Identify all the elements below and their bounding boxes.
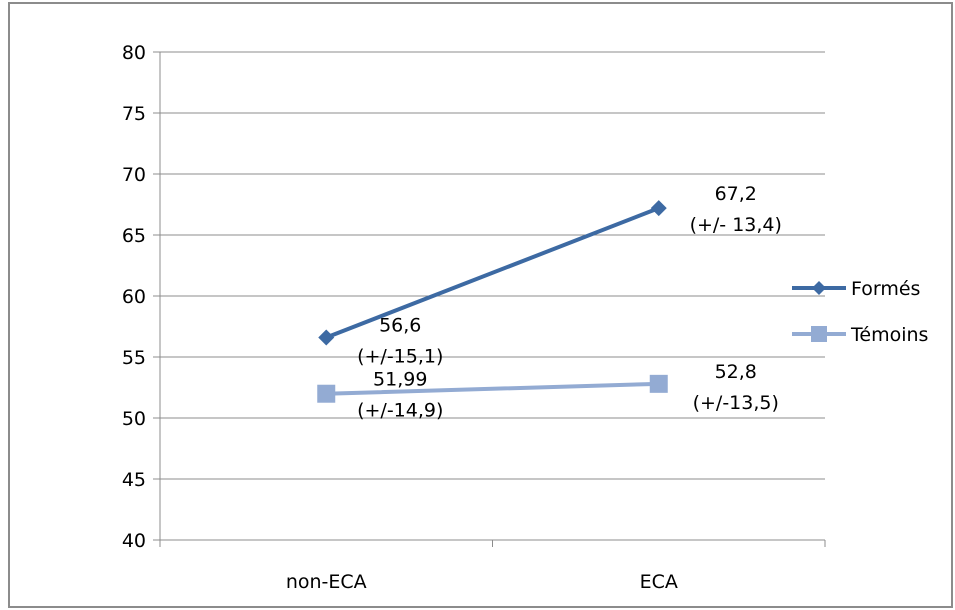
chart-frame: [8, 2, 953, 608]
y-tick-label-70: 70: [122, 164, 146, 186]
data-point-s2-1: [649, 374, 668, 393]
series-line-2: [324, 381, 661, 396]
data-label-s1-0-line1: 56,6: [379, 314, 421, 336]
data-label-s2-1-line2: (+/-13,5): [693, 392, 779, 414]
gridlines: [160, 51, 825, 480]
data-label-s2-0-line2: (+/-14,9): [357, 400, 443, 422]
y-tick-label-65: 65: [122, 225, 146, 247]
x-axis-categories: non-ECA ECA: [159, 540, 826, 593]
y-tick-label-60: 60: [122, 286, 146, 308]
legend-marker-1: [812, 281, 826, 295]
data-label-s2-1-line1: 52,8: [715, 361, 757, 383]
y-tick-label-80: 80: [122, 42, 146, 64]
data-label-s2-0-line1: 51,99: [373, 369, 427, 391]
data-label-s1-1-line1: 67,2: [715, 183, 757, 205]
series-line-1: [324, 206, 661, 340]
y-tick-label-40: 40: [122, 530, 146, 552]
data-label-s1-1-line2: (+/- 13,4): [690, 214, 782, 236]
x-category-label-ECA: ECA: [640, 571, 678, 593]
series-lines: [317, 200, 668, 403]
y-tick-label-75: 75: [122, 103, 146, 125]
data-point-s1-0: [318, 329, 335, 346]
legend-marker-2: [811, 326, 827, 342]
y-tick-label-55: 55: [122, 347, 146, 369]
y-axis-ticks: 40 45 50 55 60 65 70 75 80: [122, 42, 160, 552]
data-label-s1-0-line2: (+/-15,1): [357, 345, 443, 367]
data-labels: 56,6 (+/-15,1) 67,2 (+/- 13,4) 51,99 (+/-14,9…: [357, 183, 782, 422]
data-point-s2-0: [317, 384, 336, 403]
x-category-label-non-ECA: non-ECA: [286, 571, 367, 593]
y-tick-label-50: 50: [122, 408, 146, 430]
legend: Formés Témoins: [792, 278, 928, 346]
y-tick-label-45: 45: [122, 469, 146, 491]
data-point-s1-1: [650, 200, 667, 217]
legend-label-2: Témoins: [850, 324, 928, 346]
legend-label-1: Formés: [851, 278, 920, 300]
